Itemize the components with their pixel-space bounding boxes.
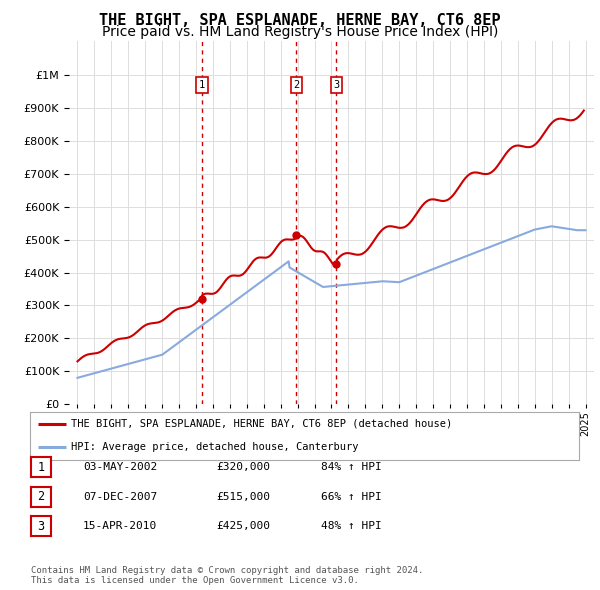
Text: £425,000: £425,000: [216, 522, 270, 531]
Text: Contains HM Land Registry data © Crown copyright and database right 2024.
This d: Contains HM Land Registry data © Crown c…: [31, 566, 424, 585]
Text: £320,000: £320,000: [216, 463, 270, 472]
Text: 3: 3: [38, 520, 44, 533]
Text: THE BIGHT, SPA ESPLANADE, HERNE BAY, CT6 8EP: THE BIGHT, SPA ESPLANADE, HERNE BAY, CT6…: [99, 13, 501, 28]
Text: 03-MAY-2002: 03-MAY-2002: [83, 463, 157, 472]
Text: 1: 1: [38, 461, 44, 474]
Text: THE BIGHT, SPA ESPLANADE, HERNE BAY, CT6 8EP (detached house): THE BIGHT, SPA ESPLANADE, HERNE BAY, CT6…: [71, 419, 452, 429]
Text: HPI: Average price, detached house, Canterbury: HPI: Average price, detached house, Cant…: [71, 442, 359, 452]
Text: £515,000: £515,000: [216, 492, 270, 502]
Text: 84% ↑ HPI: 84% ↑ HPI: [321, 463, 382, 472]
Text: 3: 3: [333, 80, 340, 90]
Text: 66% ↑ HPI: 66% ↑ HPI: [321, 492, 382, 502]
Text: 2: 2: [293, 80, 299, 90]
Text: 07-DEC-2007: 07-DEC-2007: [83, 492, 157, 502]
Text: 2: 2: [38, 490, 44, 503]
Text: Price paid vs. HM Land Registry's House Price Index (HPI): Price paid vs. HM Land Registry's House …: [102, 25, 498, 40]
Text: 15-APR-2010: 15-APR-2010: [83, 522, 157, 531]
Text: 1: 1: [199, 80, 205, 90]
Text: 48% ↑ HPI: 48% ↑ HPI: [321, 522, 382, 531]
